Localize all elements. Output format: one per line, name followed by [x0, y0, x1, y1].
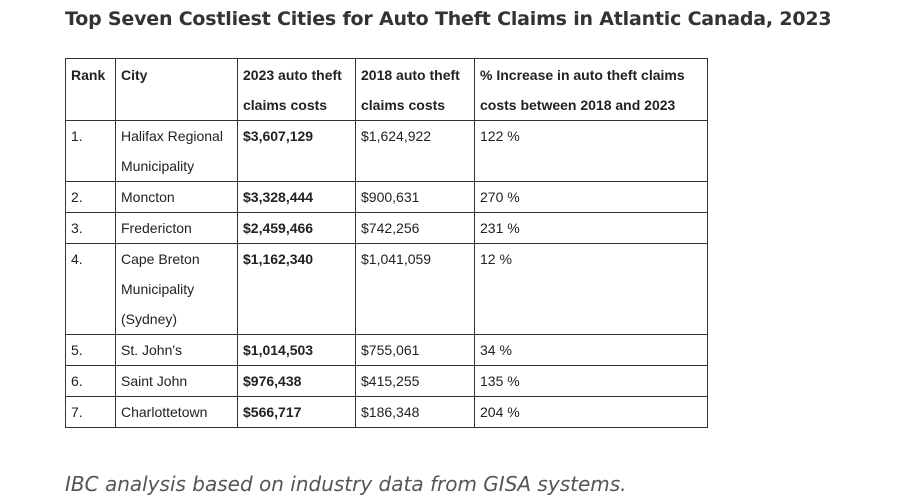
- city-cell: St. John's: [115, 334, 238, 366]
- costs-2023-cell: $976,438: [237, 365, 356, 397]
- costs-2023-cell: $566,717: [237, 396, 356, 428]
- claims-table: Rank City 2023 auto theft claims costs 2…: [65, 58, 708, 428]
- costs-2023-cell: $3,607,129: [237, 120, 356, 182]
- costs-2023-cell: $3,328,444: [237, 181, 356, 213]
- costs-2018-cell: $755,061: [355, 334, 475, 366]
- table-row: 2. Moncton $3,328,444 $900,631 270 %: [65, 181, 708, 213]
- rank-cell: 4.: [65, 243, 116, 335]
- table-row: 6. Saint John $976,438 $415,255 135 %: [65, 365, 708, 397]
- city-cell: Cape Breton Municipality (Sydney): [115, 243, 238, 335]
- city-cell: Halifax Regional Municipality: [115, 120, 238, 182]
- costs-2023-cell: $2,459,466: [237, 212, 356, 244]
- page-title: Top Seven Costliest Cities for Auto Thef…: [65, 8, 832, 30]
- rank-cell: 3.: [65, 212, 116, 244]
- table-row: 1. Halifax Regional Municipality $3,607,…: [65, 120, 708, 182]
- increase-cell: 231 %: [474, 212, 708, 244]
- costs-2018-cell: $1,041,059: [355, 243, 475, 335]
- rank-cell: 5.: [65, 334, 116, 366]
- header-rank: Rank: [65, 58, 116, 121]
- increase-cell: 34 %: [474, 334, 708, 366]
- increase-cell: 270 %: [474, 181, 708, 213]
- table-header-row: Rank City 2023 auto theft claims costs 2…: [65, 58, 708, 121]
- city-cell: Moncton: [115, 181, 238, 213]
- costs-2018-cell: $415,255: [355, 365, 475, 397]
- source-note: IBC analysis based on industry data from…: [65, 472, 627, 496]
- increase-cell: 12 %: [474, 243, 708, 335]
- costs-2018-cell: $186,348: [355, 396, 475, 428]
- costs-2018-cell: $1,624,922: [355, 120, 475, 182]
- increase-cell: 135 %: [474, 365, 708, 397]
- city-cell: Fredericton: [115, 212, 238, 244]
- costs-2018-cell: $900,631: [355, 181, 475, 213]
- header-percent-increase: % Increase in auto theft claims costs be…: [474, 58, 708, 121]
- city-cell: Charlottetown: [115, 396, 238, 428]
- increase-cell: 122 %: [474, 120, 708, 182]
- header-city: City: [115, 58, 238, 121]
- table-row: 5. St. John's $1,014,503 $755,061 34 %: [65, 334, 708, 366]
- rank-cell: 1.: [65, 120, 116, 182]
- rank-cell: 7.: [65, 396, 116, 428]
- table-row: 4. Cape Breton Municipality (Sydney) $1,…: [65, 243, 708, 335]
- costs-2023-cell: $1,014,503: [237, 334, 356, 366]
- table-row: 7. Charlottetown $566,717 $186,348 204 %: [65, 396, 708, 428]
- header-2018-costs: 2018 auto theft claims costs: [355, 58, 475, 121]
- increase-cell: 204 %: [474, 396, 708, 428]
- table-row: 3. Fredericton $2,459,466 $742,256 231 %: [65, 212, 708, 244]
- rank-cell: 2.: [65, 181, 116, 213]
- costs-2018-cell: $742,256: [355, 212, 475, 244]
- rank-cell: 6.: [65, 365, 116, 397]
- city-cell: Saint John: [115, 365, 238, 397]
- header-2023-costs: 2023 auto theft claims costs: [237, 58, 356, 121]
- costs-2023-cell: $1,162,340: [237, 243, 356, 335]
